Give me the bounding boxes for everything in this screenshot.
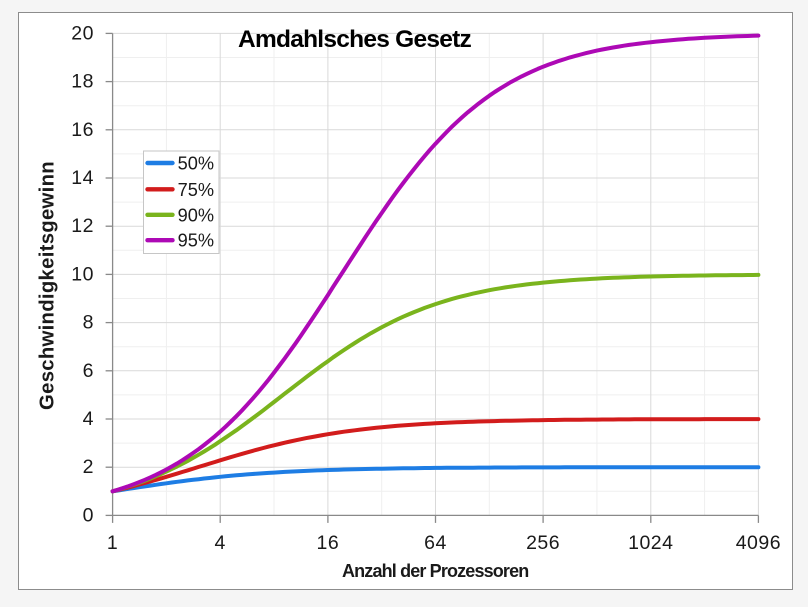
- svg-text:4: 4: [215, 532, 226, 554]
- svg-text:8: 8: [83, 312, 94, 334]
- svg-text:14: 14: [71, 167, 94, 189]
- svg-text:20: 20: [71, 22, 94, 44]
- svg-text:16: 16: [317, 532, 340, 554]
- svg-text:95%: 95%: [178, 231, 214, 251]
- svg-text:75%: 75%: [178, 180, 214, 200]
- svg-text:6: 6: [83, 360, 94, 382]
- svg-text:1024: 1024: [628, 532, 673, 554]
- svg-text:Geschwindigkeitsgewinn: Geschwindigkeitsgewinn: [37, 161, 59, 410]
- svg-text:10: 10: [71, 263, 94, 285]
- svg-text:18: 18: [71, 71, 94, 93]
- svg-text:256: 256: [526, 532, 560, 554]
- svg-text:64: 64: [424, 532, 447, 554]
- svg-text:16: 16: [71, 119, 94, 141]
- svg-text:4: 4: [83, 408, 94, 430]
- svg-text:Anzahl der Prozessoren: Anzahl der Prozessoren: [342, 561, 528, 581]
- svg-text:4096: 4096: [736, 532, 781, 554]
- svg-text:90%: 90%: [178, 205, 214, 225]
- svg-text:12: 12: [71, 215, 94, 237]
- svg-text:Amdahlsches Gesetz: Amdahlsches Gesetz: [238, 26, 471, 53]
- svg-text:0: 0: [83, 504, 94, 526]
- svg-text:50%: 50%: [178, 154, 214, 174]
- svg-text:1: 1: [107, 532, 118, 554]
- svg-text:2: 2: [83, 456, 94, 478]
